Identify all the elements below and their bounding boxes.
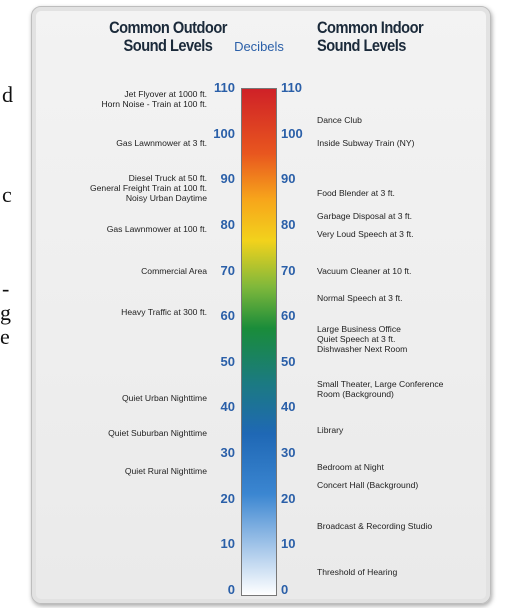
page-text-fragment: - [2, 276, 10, 301]
indoor-source-label: Large Business Office Quiet Speech at 3 … [317, 324, 408, 354]
tick-label-left-100: 100 [213, 125, 235, 141]
outdoor-source-label: Commercial Area [141, 265, 207, 276]
tick-label-right-30: 30 [281, 445, 296, 461]
tick-label-right-10: 10 [281, 536, 296, 552]
outdoor-header: Common Outdoor Sound Levels [109, 18, 227, 55]
tick-label-left-50: 50 [220, 353, 235, 369]
indoor-source-label: Library [317, 425, 344, 436]
tick-label-right-40: 40 [281, 399, 296, 415]
tick-label-right-110: 110 [281, 80, 302, 95]
indoor-source-label: Dance Club [317, 114, 362, 125]
outdoor-source-label: Quiet Urban Nighttime [121, 393, 207, 404]
tick-label-right-80: 80 [281, 216, 296, 232]
tick-label-right-50: 50 [281, 353, 296, 369]
indoor-source-label: Garbage Disposal at 3 ft. [317, 210, 413, 221]
page-text-fragment: e [0, 324, 10, 349]
indoor-source-label: Vacuum Cleaner at 10 ft. [317, 265, 412, 276]
tick-label-right-100: 100 [281, 125, 303, 141]
tick-label-left-60: 60 [220, 308, 235, 324]
tick-label-left-90: 90 [220, 171, 235, 187]
page-text-fragment: g [0, 300, 11, 325]
outdoor-source-label: Gas Lawnmower at 3 ft. [116, 137, 207, 148]
indoor-header: Common Indoor Sound Levels [317, 18, 424, 55]
indoor-source-label: Inside Subway Train (NY) [317, 137, 415, 148]
tick-label-right-0: 0 [281, 582, 289, 597]
tick-label-left-70: 70 [220, 262, 235, 278]
outdoor-source-label: Heavy Traffic at 300 ft. [121, 306, 207, 317]
tick-label-left-0: 0 [227, 582, 235, 597]
indoor-source-label: Broadcast & Recording Studio [317, 521, 433, 532]
outdoor-source-label: Diesel Truck at 50 ft. General Freight T… [89, 173, 207, 204]
tick-label-right-70: 70 [281, 262, 296, 278]
indoor-source-label: Concert Hall (Background) [317, 480, 419, 491]
tick-label-left-20: 20 [220, 490, 235, 506]
indoor-source-label: Normal Speech at 3 ft. [317, 292, 403, 303]
indoor-source-label: Small Theater, Large Conference Room (Ba… [317, 379, 444, 400]
tick-label-left-80: 80 [220, 216, 235, 232]
indoor-source-label: Very Loud Speech at 3 ft. [317, 229, 414, 240]
outdoor-source-label: Gas Lawnmower at 100 ft. [106, 224, 207, 235]
tick-label-right-90: 90 [281, 171, 296, 187]
tick-label-right-20: 20 [281, 490, 296, 506]
tick-label-right-60: 60 [281, 308, 296, 324]
tick-label-left-110: 110 [214, 80, 235, 95]
tick-label-left-40: 40 [220, 399, 235, 415]
tick-label-left-30: 30 [220, 445, 235, 461]
tick-label-left-10: 10 [220, 536, 235, 552]
outdoor-source-label: Quiet Rural Nighttime [124, 466, 207, 477]
outdoor-source-label: Jet Flyover at 1000 ft. Horn Noise - Tra… [101, 89, 207, 110]
decibel-scale-bar [241, 88, 277, 596]
decibels-header: Decibels [234, 39, 284, 54]
page-text-fragment: d [2, 82, 13, 107]
outdoor-source-label: Quiet Suburban Nighttime [108, 427, 207, 438]
indoor-source-label: Threshold of Hearing [317, 566, 398, 577]
indoor-source-label: Food Blender at 3 ft. [317, 187, 395, 198]
page-text-fragment: c [2, 182, 12, 207]
indoor-source-label: Bedroom at Night [317, 461, 384, 472]
